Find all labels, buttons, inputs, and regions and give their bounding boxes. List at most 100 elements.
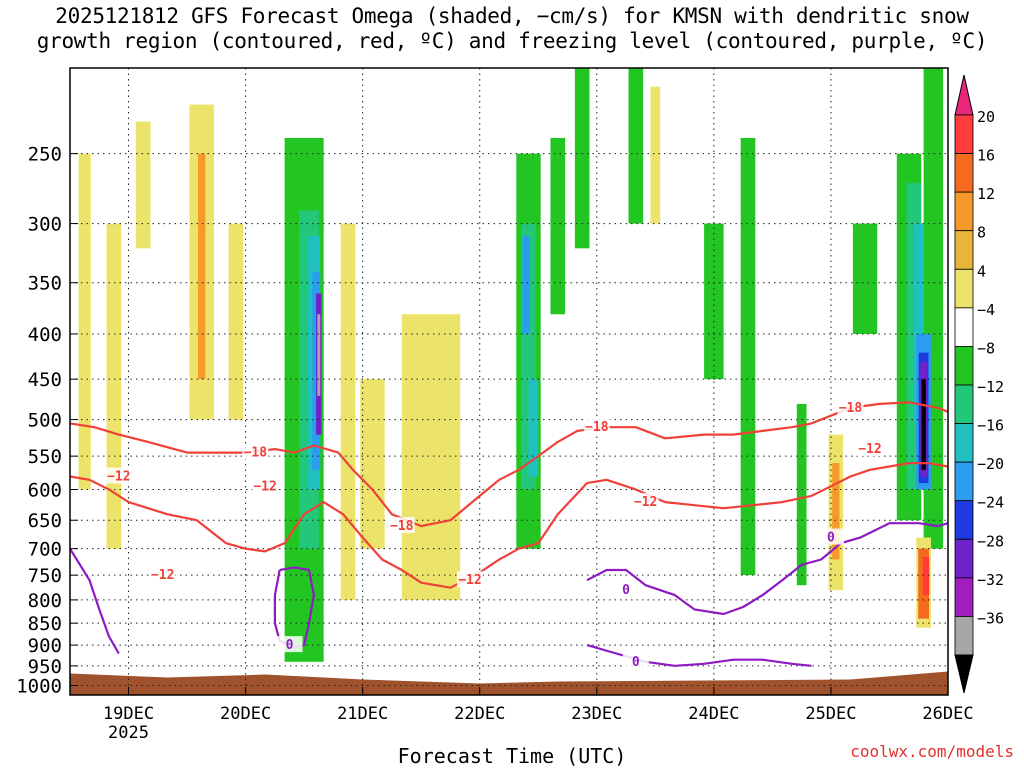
- xtick-label-24DEC: 24DEC: [688, 704, 739, 724]
- colorbar-label-2: 12: [977, 185, 995, 203]
- colorbar-swatch-11: [954, 538, 974, 579]
- omega-shading-layer: [78, 68, 944, 662]
- freezing-contour-label-bg-1: [613, 581, 640, 598]
- ytick-label-250: 250: [28, 144, 62, 166]
- freezing-contour-label-bg-0: [276, 636, 303, 653]
- terrain-fill: [70, 671, 948, 695]
- omega-region-19: [528, 379, 539, 477]
- dgz-contour-label-6: −12: [107, 470, 130, 485]
- colorbar-label-1: 16: [977, 147, 995, 165]
- colorbar-top-arrow: [954, 74, 974, 116]
- y-axis: 2503003504004505005506006507007508008509…: [16, 144, 78, 698]
- dgz-contour-label-bg-7: [252, 477, 279, 494]
- omega-region-28: [832, 463, 840, 560]
- dgz-contour-label-4: −18: [839, 401, 863, 416]
- dgz-contour-label-bg-4: [837, 398, 864, 415]
- plot-frame: [69, 67, 949, 696]
- freezing-contour-label-bg-3: [622, 652, 649, 669]
- ytick-label-600: 600: [28, 480, 62, 502]
- dgz-contour-label-bg-3: [583, 418, 610, 435]
- freezing-contour-line-3: [586, 644, 812, 667]
- omega-region-23: [650, 86, 661, 224]
- colorbar-swatch-13: [954, 616, 974, 656]
- dgz-contour-label-2: −18: [390, 519, 414, 534]
- ytick-label-700: 700: [28, 539, 62, 561]
- ytick-label-350: 350: [28, 273, 62, 295]
- omega-region-25: [740, 137, 756, 576]
- omega-region-37: [921, 379, 926, 470]
- omega-region-24: [704, 223, 724, 380]
- colorbar-label-11: −28: [977, 532, 1004, 550]
- ytick-label-1000: 1000: [16, 676, 62, 698]
- ytick-label-750: 750: [28, 565, 62, 587]
- omega-region-2: [135, 121, 151, 249]
- colorbar-swatch-0: [954, 114, 974, 154]
- xtick-label-21DEC: 21DEC: [337, 704, 388, 724]
- xtick-label-26DEC: 26DEC: [922, 704, 973, 724]
- colorbar-swatch-4: [954, 268, 974, 309]
- ytick-label-550: 550: [28, 446, 62, 468]
- dgz-contour-label-7: −12: [253, 479, 276, 494]
- omega-region-4: [198, 153, 206, 380]
- dgz-contour-label-bg-10: [149, 566, 176, 583]
- colorbar-swatch-6: [954, 346, 974, 386]
- dgz-contour-label-1: −18: [244, 446, 268, 461]
- colorbar-swatch-7: [954, 384, 974, 424]
- colorbar-label-4: 4: [977, 262, 986, 280]
- xtick-label-23DEC: 23DEC: [571, 704, 622, 724]
- colorbar-swatch-10: [954, 500, 974, 540]
- omega-region-1: [106, 223, 122, 549]
- chart-title-line1: 2025121812 GFS Forecast Omega (shaded, −…: [55, 4, 969, 28]
- terrain-layer: [70, 671, 948, 695]
- colorbar-label-7: −12: [977, 378, 1004, 396]
- colorbar-label-12: −32: [977, 571, 1004, 589]
- omega-region-13: [360, 379, 385, 549]
- x-axis-label: Forecast Time (UTC): [397, 744, 627, 768]
- ytick-label-650: 650: [28, 510, 62, 532]
- xtick-label-25DEC: 25DEC: [805, 704, 856, 724]
- colorbar-swatch-5: [954, 307, 974, 347]
- colorbar-label-3: 8: [977, 224, 986, 242]
- freezing-contour-line-1: [586, 522, 949, 616]
- ytick-label-800: 800: [28, 590, 62, 612]
- ytick-label-450: 450: [28, 369, 62, 391]
- colorbar-label-10: −24: [977, 494, 1004, 512]
- omega-region-12: [340, 223, 356, 600]
- chart-title: 2025121812 GFS Forecast Omega (shaded, −…: [0, 4, 1024, 54]
- xtick-label-22DEC: 22DEC: [454, 704, 505, 724]
- colorbar-label-8: −16: [977, 417, 1004, 435]
- colorbar-swatch-12: [954, 577, 974, 617]
- omega-region-11: [317, 314, 321, 396]
- omega-region-0: [78, 153, 91, 490]
- ytick-label-950: 950: [28, 656, 62, 678]
- source-credit[interactable]: coolwx.com/models: [850, 742, 1014, 761]
- omega-region-22: [628, 68, 644, 224]
- ytick-label-400: 400: [28, 324, 62, 346]
- omega-region-29: [852, 223, 878, 334]
- colorbar-swatch-3: [954, 230, 974, 270]
- xtick-label-20DEC: 20DEC: [220, 704, 271, 724]
- ytick-label-300: 300: [28, 214, 62, 236]
- colorbar-swatch-2: [954, 191, 974, 232]
- colorbar-bottom-arrow: [954, 654, 974, 694]
- omega-region-18: [522, 236, 530, 334]
- freezing-contour-line-0: [273, 566, 315, 649]
- dgz-contour-label-bg-8: [632, 493, 659, 510]
- omega-region-21: [574, 68, 590, 249]
- dgz-contour-label-bg-1: [242, 443, 269, 460]
- dgz-contour-line-5: [69, 462, 949, 589]
- ytick-label-900: 900: [28, 635, 62, 657]
- colorbar-label-9: −20: [977, 455, 1004, 473]
- dgz-contour-line-0: [69, 401, 949, 528]
- dgz-contour-label-8: −12: [634, 495, 657, 510]
- dgz-contour-label-bg-9: [856, 440, 883, 457]
- ytick-label-500: 500: [28, 410, 62, 432]
- omega-region-26: [796, 403, 807, 586]
- colorbar-label-0: 20: [977, 108, 995, 126]
- xtick-sublabel-19DEC: 2025: [108, 723, 149, 743]
- omega-region-32: [913, 223, 924, 420]
- omega-region-5: [228, 223, 244, 420]
- freezing-contour-line-4: [69, 548, 120, 655]
